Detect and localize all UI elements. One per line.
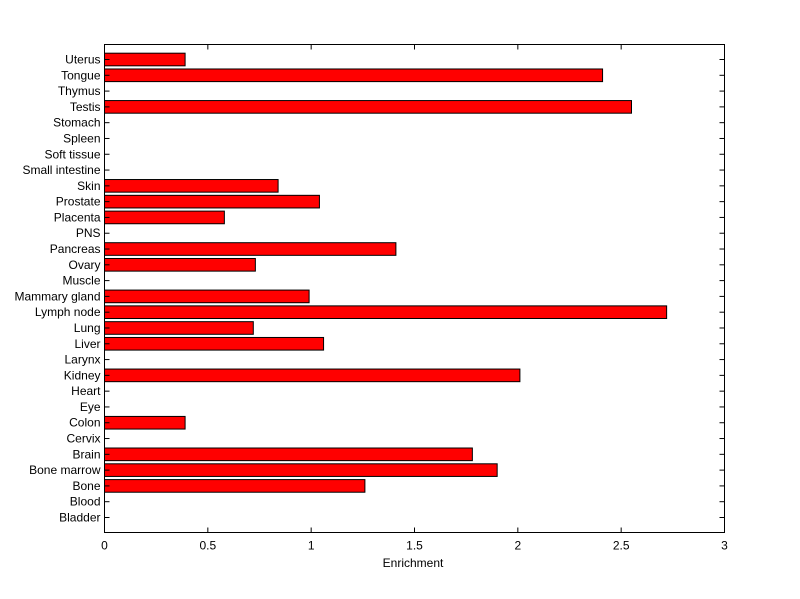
category-label: Placenta — [54, 210, 101, 224]
bar-mammary-gland — [104, 289, 310, 304]
category-label: Bone marrow — [29, 463, 101, 477]
category-label: Small intestine — [22, 163, 100, 177]
category-label: Larynx — [64, 353, 100, 367]
category-label: Tongue — [61, 68, 101, 82]
category-label: Pancreas — [50, 242, 101, 256]
category-label: Thymus — [58, 84, 101, 98]
category-label: Liver — [74, 337, 100, 351]
x-tick-label: 2.5 — [613, 539, 630, 553]
category-label: Brain — [72, 447, 100, 461]
bar-uterus — [104, 52, 186, 67]
x-axis-title: Enrichment — [383, 556, 444, 570]
bar-brain — [104, 447, 473, 462]
x-tick-label: 1 — [308, 539, 315, 553]
bar-testis — [104, 100, 632, 114]
category-label: Blood — [70, 495, 101, 509]
category-label: Mammary gland — [14, 289, 100, 303]
bar-pancreas — [104, 242, 397, 256]
bar-liver — [104, 336, 325, 351]
x-tick-label: 3 — [721, 539, 728, 553]
category-label: Kidney — [64, 368, 101, 382]
bar-bone-marrow — [104, 463, 498, 477]
category-label: Uterus — [65, 53, 100, 67]
category-label: Lymph node — [35, 305, 101, 319]
category-label: Muscle — [62, 274, 100, 288]
category-label: Colon — [69, 416, 100, 430]
category-label: Ovary — [68, 258, 100, 272]
bar-skin — [104, 179, 279, 193]
x-tick-label: 0.5 — [199, 539, 216, 553]
x-tick-label: 0 — [101, 539, 108, 553]
category-label: Soft tissue — [44, 147, 100, 161]
category-label: Prostate — [56, 195, 101, 209]
bar-tongue — [104, 68, 604, 83]
category-label: Spleen — [63, 131, 100, 145]
category-label: Skin — [77, 179, 100, 193]
x-tick-label: 2 — [514, 539, 521, 553]
x-tick-label: 1.5 — [406, 539, 423, 553]
category-label: PNS — [76, 226, 101, 240]
category-label: Stomach — [53, 116, 100, 130]
category-label: Cervix — [66, 432, 100, 446]
x-tick-labels: 0 0.5 1 1.5 2 2.5 3 — [101, 539, 728, 553]
category-label: Bone — [72, 479, 100, 493]
category-label: Heart — [71, 384, 101, 398]
bar-kidney — [104, 368, 521, 383]
bar-placenta — [104, 210, 225, 225]
bars-layer — [104, 52, 668, 493]
category-label: Bladder — [59, 510, 100, 524]
category-label: Eye — [80, 400, 101, 414]
bar-bone — [104, 479, 366, 493]
bar-lung — [104, 321, 254, 335]
bar-ovary — [104, 257, 256, 272]
category-label: Lung — [74, 321, 101, 335]
bar-colon — [104, 415, 186, 430]
category-label: Testis — [70, 100, 101, 114]
bar-prostate — [104, 194, 320, 209]
bar-lymph-node — [104, 305, 668, 320]
ticks-layer — [104, 44, 725, 533]
